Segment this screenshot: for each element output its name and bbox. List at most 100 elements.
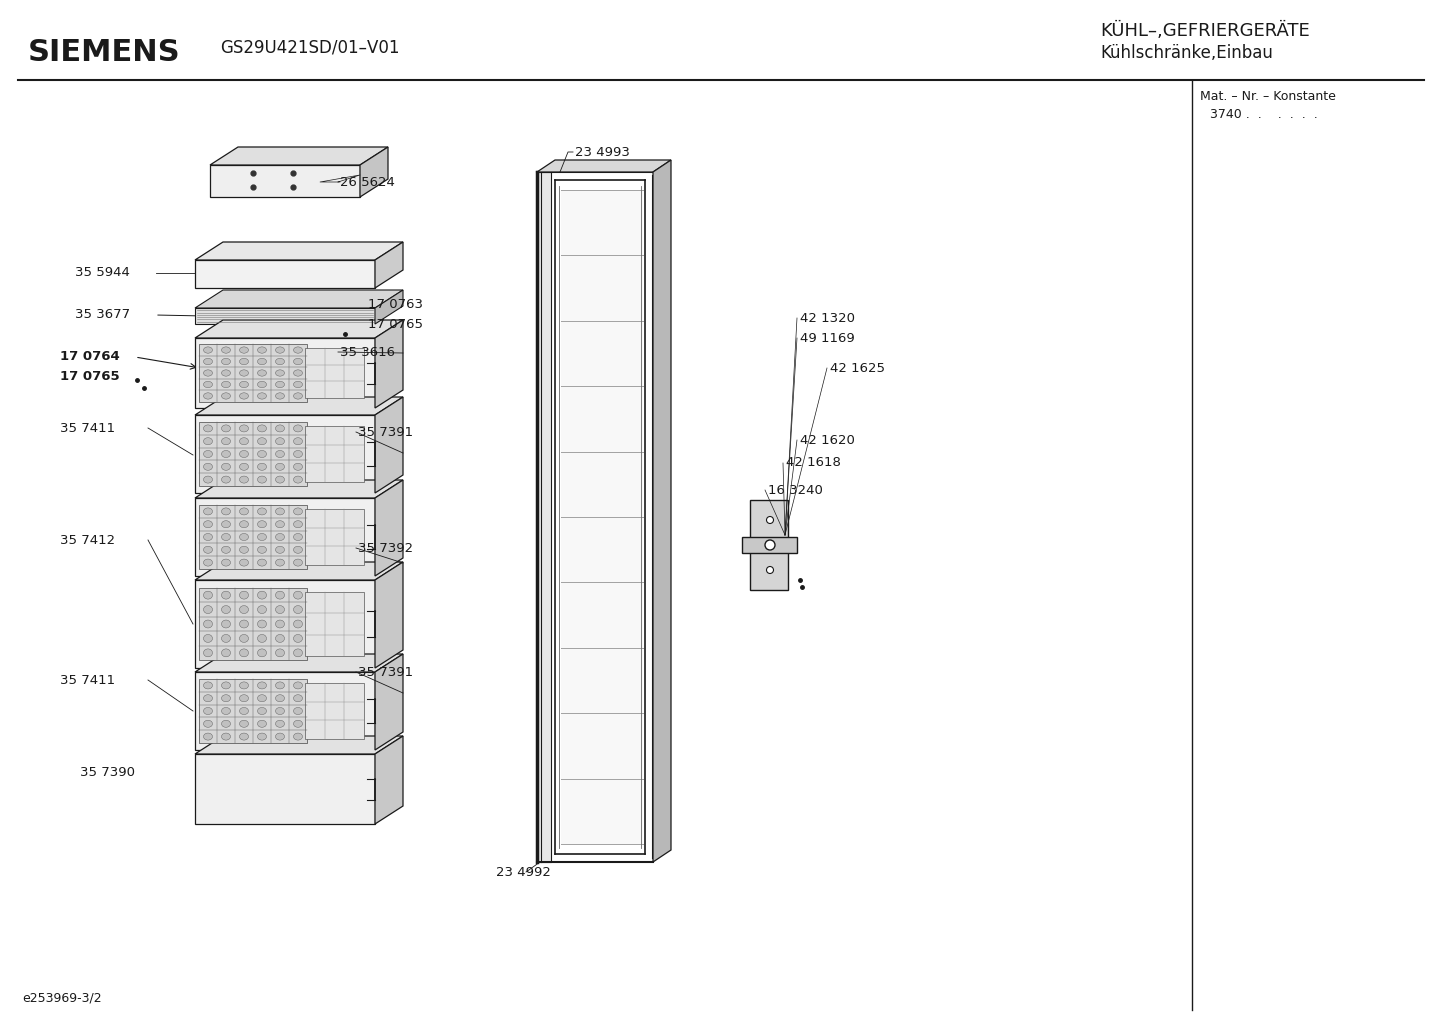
Ellipse shape — [203, 476, 212, 483]
Ellipse shape — [239, 620, 248, 628]
Ellipse shape — [275, 425, 284, 432]
Ellipse shape — [258, 733, 267, 740]
Ellipse shape — [258, 425, 267, 432]
Ellipse shape — [258, 649, 267, 657]
Bar — [304, 426, 365, 482]
Ellipse shape — [239, 534, 248, 540]
Text: 17 0763: 17 0763 — [368, 299, 423, 312]
Ellipse shape — [222, 605, 231, 613]
Polygon shape — [195, 480, 402, 498]
Ellipse shape — [275, 591, 284, 599]
Text: 49 1169: 49 1169 — [800, 331, 855, 344]
Ellipse shape — [203, 707, 212, 714]
Ellipse shape — [203, 464, 212, 471]
Ellipse shape — [294, 464, 303, 471]
Ellipse shape — [222, 438, 231, 444]
Ellipse shape — [294, 695, 303, 702]
Ellipse shape — [275, 720, 284, 728]
Text: 42 1620: 42 1620 — [800, 433, 855, 446]
Ellipse shape — [203, 534, 212, 540]
Text: 35 7412: 35 7412 — [61, 534, 115, 546]
Ellipse shape — [294, 720, 303, 728]
Bar — [195, 672, 375, 750]
Text: 23 4992: 23 4992 — [496, 865, 551, 878]
Polygon shape — [375, 290, 402, 324]
Polygon shape — [375, 397, 402, 493]
Ellipse shape — [203, 507, 212, 515]
Ellipse shape — [222, 620, 231, 628]
Ellipse shape — [203, 635, 212, 642]
Ellipse shape — [222, 682, 231, 689]
Ellipse shape — [239, 649, 248, 657]
Ellipse shape — [222, 381, 231, 387]
Ellipse shape — [294, 534, 303, 540]
Text: 35 7411: 35 7411 — [61, 422, 115, 434]
Ellipse shape — [222, 392, 231, 399]
Ellipse shape — [258, 546, 267, 553]
Ellipse shape — [239, 559, 248, 567]
Polygon shape — [195, 562, 402, 580]
Ellipse shape — [222, 559, 231, 567]
Ellipse shape — [294, 392, 303, 399]
Ellipse shape — [294, 425, 303, 432]
Ellipse shape — [294, 733, 303, 740]
Bar — [536, 172, 551, 862]
Ellipse shape — [275, 507, 284, 515]
Bar — [199, 505, 307, 569]
Ellipse shape — [258, 359, 267, 365]
Ellipse shape — [258, 476, 267, 483]
Ellipse shape — [203, 720, 212, 728]
Text: 17 0765: 17 0765 — [368, 319, 423, 331]
Ellipse shape — [222, 521, 231, 528]
Ellipse shape — [203, 346, 212, 354]
Text: Mat. – Nr. – Konstante: Mat. – Nr. – Konstante — [1200, 90, 1335, 103]
Polygon shape — [375, 480, 402, 576]
Ellipse shape — [239, 605, 248, 613]
Text: 3740 .  .    .  .  .  .: 3740 . . . . . . — [1210, 108, 1318, 121]
Bar — [304, 347, 365, 398]
Ellipse shape — [294, 346, 303, 354]
Polygon shape — [375, 242, 402, 288]
Ellipse shape — [258, 682, 267, 689]
Ellipse shape — [275, 707, 284, 714]
Polygon shape — [195, 654, 402, 672]
Ellipse shape — [258, 370, 267, 376]
Text: 35 7411: 35 7411 — [61, 674, 115, 687]
Ellipse shape — [239, 450, 248, 458]
Ellipse shape — [239, 521, 248, 528]
Ellipse shape — [294, 438, 303, 444]
Ellipse shape — [222, 591, 231, 599]
Polygon shape — [375, 320, 402, 408]
Ellipse shape — [258, 392, 267, 399]
Ellipse shape — [258, 635, 267, 642]
Bar — [199, 679, 307, 743]
Polygon shape — [211, 147, 388, 165]
Ellipse shape — [258, 464, 267, 471]
Polygon shape — [375, 736, 402, 824]
Ellipse shape — [239, 507, 248, 515]
Bar — [195, 498, 375, 576]
Ellipse shape — [275, 733, 284, 740]
Ellipse shape — [239, 707, 248, 714]
Ellipse shape — [275, 346, 284, 354]
Ellipse shape — [239, 720, 248, 728]
Ellipse shape — [275, 546, 284, 553]
Ellipse shape — [258, 450, 267, 458]
Ellipse shape — [275, 534, 284, 540]
Text: GS29U421SD/01–V01: GS29U421SD/01–V01 — [221, 38, 399, 56]
Polygon shape — [536, 160, 671, 172]
Ellipse shape — [203, 620, 212, 628]
Ellipse shape — [258, 534, 267, 540]
Ellipse shape — [222, 649, 231, 657]
Text: 17 0764: 17 0764 — [61, 350, 120, 363]
Ellipse shape — [275, 450, 284, 458]
Ellipse shape — [203, 605, 212, 613]
Text: 35 7392: 35 7392 — [358, 541, 412, 554]
Ellipse shape — [294, 521, 303, 528]
Ellipse shape — [222, 635, 231, 642]
Polygon shape — [195, 736, 402, 754]
Polygon shape — [375, 654, 402, 750]
Polygon shape — [653, 160, 671, 862]
Text: 35 3616: 35 3616 — [340, 345, 395, 359]
Ellipse shape — [222, 476, 231, 483]
